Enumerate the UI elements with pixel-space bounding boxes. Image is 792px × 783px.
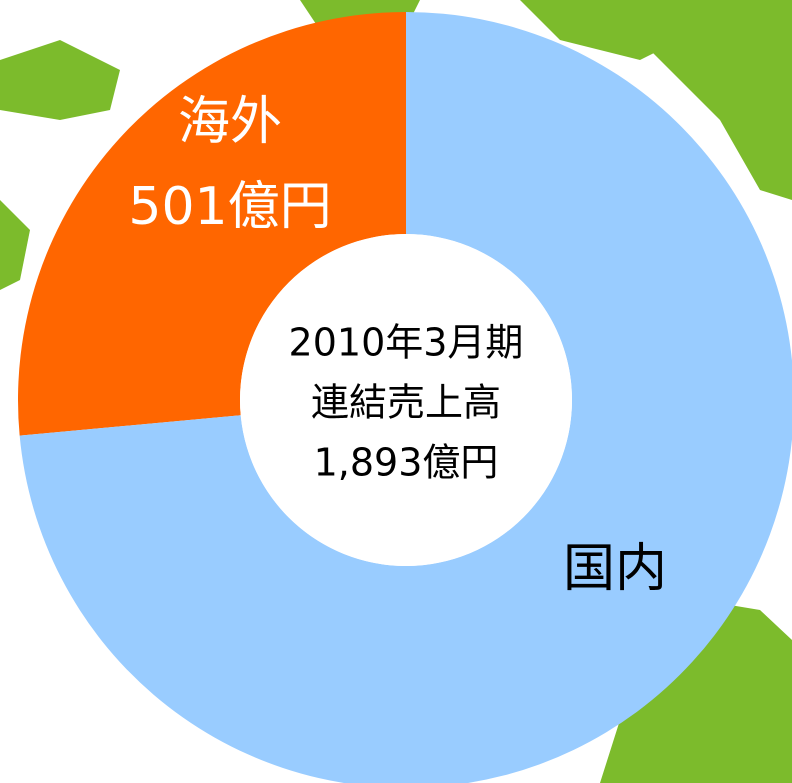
category-label: 海外 <box>178 92 282 152</box>
slice <box>19 12 792 783</box>
value-label: 501億円 <box>128 177 331 237</box>
category-label: 国内 <box>563 539 667 599</box>
center-label: 2010年3月期 <box>289 321 524 365</box>
slice <box>17 12 406 436</box>
center-label: 1,893億円 <box>314 441 499 485</box>
donut-hole <box>240 234 572 566</box>
slices <box>17 12 792 783</box>
center-label: 連結売上高 <box>311 381 501 425</box>
